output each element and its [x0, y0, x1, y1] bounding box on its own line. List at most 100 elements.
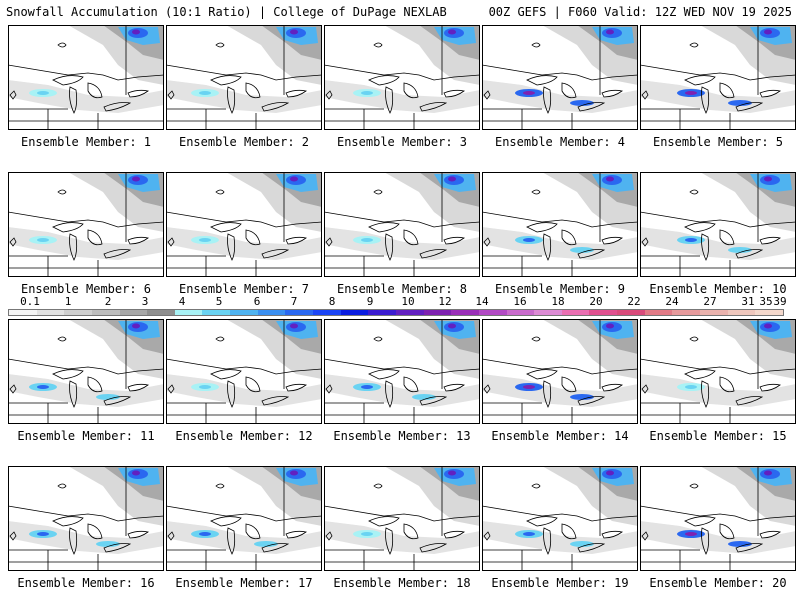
colorbar-swatch: [395, 310, 424, 315]
lake-superior: [526, 516, 558, 527]
lake-nipigon: [531, 42, 541, 48]
lake-michigan: [543, 527, 552, 555]
heavy-snow-north-max: [132, 470, 140, 476]
state-borders: [324, 255, 480, 277]
lake-superior: [210, 222, 242, 233]
ensemble-member-label: Ensemble Member: 18: [333, 576, 471, 590]
ensemble-member-map: [482, 466, 638, 571]
ensemble-member-map: [482, 172, 638, 277]
panel-frame: [8, 25, 164, 130]
lake-erie: [735, 543, 764, 553]
colorbar-tick-label: 7: [290, 295, 298, 308]
snow-band-blob-east: [728, 247, 752, 253]
valid-time: 00Z GEFS | F060 Valid: 12Z WED NOV 19 20…: [488, 5, 792, 19]
lake-nipigon: [373, 42, 383, 48]
lake-nipigon: [215, 42, 225, 48]
snow-band-south: [324, 521, 480, 554]
lake-erie: [577, 102, 606, 112]
colorbar-swatch: [257, 310, 286, 315]
snow-band-south: [482, 80, 638, 113]
lake-nipigon: [531, 483, 541, 489]
snow-band-south: [482, 374, 638, 407]
lake-huron: [403, 82, 419, 99]
lake-michigan: [543, 233, 552, 261]
lake-erie: [103, 396, 132, 406]
heavy-snow-north-max: [764, 323, 772, 329]
station-marker: [325, 531, 333, 541]
ensemble-member-map: [166, 466, 322, 571]
snow-band-core: [37, 385, 49, 389]
lake-michigan: [543, 86, 552, 114]
station-marker: [641, 531, 649, 541]
lake-michigan: [227, 233, 236, 261]
snow-band-blob-east: [570, 247, 594, 253]
lake-huron: [403, 376, 419, 393]
us-canada-border: [324, 211, 480, 228]
lake-huron: [245, 376, 261, 393]
lake-erie: [103, 249, 132, 259]
heavy-snow-north-max: [448, 470, 456, 476]
lake-nipigon: [57, 42, 67, 48]
lake-nipigon: [689, 483, 699, 489]
state-borders: [640, 402, 796, 424]
station-marker: [325, 237, 333, 247]
ensemble-member-map: [8, 466, 164, 571]
lake-huron: [245, 523, 261, 540]
colorbar-tick-label: 4: [178, 295, 186, 308]
snow-band-blob-east: [254, 541, 278, 547]
lake-nipigon: [373, 336, 383, 342]
snow-band-core: [361, 91, 373, 95]
lake-nipigon: [57, 189, 67, 195]
panel-frame: [8, 466, 164, 571]
station-marker: [9, 384, 17, 394]
ensemble-member-label: Ensemble Member: 12: [175, 429, 313, 443]
panel-frame: [166, 466, 322, 571]
lake-michigan: [69, 527, 78, 555]
snow-band-south: [8, 80, 164, 113]
lake-nipigon: [531, 336, 541, 342]
lake-michigan: [227, 86, 236, 114]
heavy-snow-north-max: [764, 29, 772, 35]
state-borders: [640, 549, 796, 571]
snow-band-south: [8, 374, 164, 407]
lake-michigan: [701, 233, 710, 261]
lake-ontario: [759, 383, 781, 392]
lake-nipigon: [57, 336, 67, 342]
heavy-snow-north-max: [132, 323, 140, 329]
lake-huron: [87, 376, 103, 393]
lake-superior: [526, 369, 558, 380]
lake-huron: [403, 229, 419, 246]
panel-frame: [324, 172, 480, 277]
panel-frame: [324, 319, 480, 424]
snow-band-south: [640, 80, 796, 113]
snow-band-blob-east: [728, 100, 752, 106]
snow-band-core: [685, 91, 697, 95]
colorbar-swatch: [727, 310, 756, 315]
ensemble-member-label: Ensemble Member: 6: [20, 282, 152, 296]
colorbar-tick-label: 14: [475, 295, 489, 308]
lake-superior: [210, 369, 242, 380]
snow-band-core: [37, 532, 49, 536]
lake-erie: [103, 102, 132, 112]
lake-huron: [87, 82, 103, 99]
snow-band-blob-east: [570, 394, 594, 400]
snow-band-south: [8, 227, 164, 260]
heavy-snow-north-max: [606, 323, 614, 329]
us-canada-border: [482, 358, 638, 375]
lake-erie: [261, 249, 290, 259]
state-borders: [8, 402, 164, 424]
lake-michigan: [69, 233, 78, 261]
heavy-snow-north-max: [764, 470, 772, 476]
state-borders: [8, 549, 164, 571]
lake-superior: [684, 222, 716, 233]
colorbar-tick-label: 3: [141, 295, 149, 308]
station-marker: [641, 90, 649, 100]
heavy-snow-north-max: [606, 176, 614, 182]
ensemble-member-label: Ensemble Member: 11: [17, 429, 155, 443]
lake-huron: [561, 523, 577, 540]
ensemble-member-label: Ensemble Member: 5: [652, 135, 784, 149]
lake-michigan: [701, 527, 710, 555]
state-borders: [482, 108, 638, 130]
lake-superior: [526, 222, 558, 233]
ensemble-member-label: Ensemble Member: 4: [494, 135, 626, 149]
